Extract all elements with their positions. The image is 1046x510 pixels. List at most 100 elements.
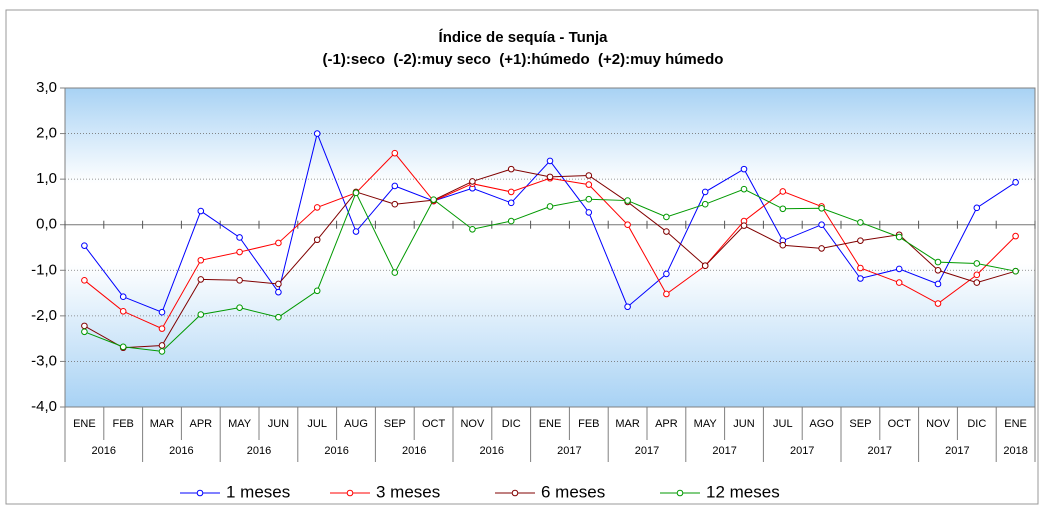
x-group-label: 2017 xyxy=(945,445,969,457)
x-tick-label: APR xyxy=(189,418,212,430)
data-point xyxy=(857,264,864,272)
x-group-label: 2016 xyxy=(480,445,504,457)
data-point xyxy=(275,313,282,321)
x-tick-label: DIC xyxy=(502,418,521,430)
data-point xyxy=(740,222,748,229)
data-point xyxy=(197,276,205,283)
x-tick-label: FEB xyxy=(112,418,133,430)
x-group-label: 2016 xyxy=(169,445,193,457)
x-group-label: 2017 xyxy=(790,445,814,457)
x-tick-label: JUL xyxy=(773,418,793,430)
data-point xyxy=(663,228,670,235)
x-tick-label: ENE xyxy=(73,418,96,430)
data-point xyxy=(236,304,243,311)
data-point xyxy=(857,237,864,244)
data-point xyxy=(119,308,127,315)
data-point xyxy=(430,196,437,203)
x-group-label: 2018 xyxy=(1003,445,1027,457)
data-point xyxy=(275,239,282,247)
data-point xyxy=(469,178,476,185)
y-tick-label: -3,0 xyxy=(31,352,57,369)
data-point xyxy=(197,311,205,318)
legend-label: 3 meses xyxy=(376,482,440,501)
x-tick-label: SEP xyxy=(384,418,406,430)
legend-label: 12 meses xyxy=(706,482,780,501)
data-point xyxy=(391,200,399,208)
data-point xyxy=(1012,232,1019,240)
data-point xyxy=(81,328,88,336)
data-point xyxy=(624,221,631,229)
data-point xyxy=(857,275,864,282)
x-tick-label: NOV xyxy=(926,418,951,430)
legend-marker xyxy=(511,489,519,497)
data-point xyxy=(546,157,554,165)
data-point xyxy=(391,182,399,190)
data-point xyxy=(236,277,243,284)
x-tick-label: DIC xyxy=(967,418,986,430)
data-point xyxy=(624,197,631,204)
x-tick-label: JUL xyxy=(307,418,327,430)
data-point xyxy=(663,270,670,278)
data-point xyxy=(895,233,903,241)
data-point xyxy=(313,287,321,295)
x-group-label: 2017 xyxy=(557,445,581,457)
data-point xyxy=(507,217,515,225)
data-point xyxy=(313,236,321,244)
legend-label: 1 meses xyxy=(226,482,290,501)
data-point xyxy=(895,265,903,273)
data-point xyxy=(81,242,88,249)
y-tick-label: -2,0 xyxy=(31,307,57,324)
x-tick-label: OCT xyxy=(888,418,912,430)
data-point xyxy=(1012,267,1019,275)
data-point xyxy=(158,348,166,355)
x-tick-label: AGO xyxy=(809,418,834,430)
x-tick-label: MAY xyxy=(228,418,252,430)
x-group-label: 2017 xyxy=(868,445,892,457)
x-tick-label: FEB xyxy=(578,418,599,430)
data-point xyxy=(546,173,554,181)
data-point xyxy=(663,213,670,221)
y-tick-label: -4,0 xyxy=(31,398,57,415)
data-point xyxy=(740,165,748,173)
data-point xyxy=(507,165,515,173)
data-point xyxy=(197,256,205,264)
x-tick-label: AUG xyxy=(344,418,368,430)
y-tick-label: 2,0 xyxy=(36,125,57,142)
data-point xyxy=(1012,179,1019,186)
x-tick-label: MAR xyxy=(150,418,175,430)
data-point xyxy=(391,149,399,157)
data-point xyxy=(934,258,942,266)
data-point xyxy=(779,241,787,249)
data-point xyxy=(546,203,554,210)
data-point xyxy=(119,293,127,301)
y-tick-label: 0,0 xyxy=(36,216,57,233)
data-point xyxy=(934,300,942,307)
x-tick-label: OCT xyxy=(422,418,446,430)
data-point xyxy=(973,271,981,279)
data-point xyxy=(973,279,981,286)
x-tick-label: MAR xyxy=(615,418,640,430)
y-tick-label: -1,0 xyxy=(31,261,57,278)
data-point xyxy=(740,185,748,193)
chart-title: Índice de sequía - Tunja xyxy=(439,29,609,46)
data-point xyxy=(585,209,593,216)
data-point xyxy=(81,277,88,284)
data-point xyxy=(973,204,981,212)
data-point xyxy=(895,279,903,286)
x-tick-label: ENE xyxy=(539,418,562,430)
x-tick-label: NOV xyxy=(460,418,485,430)
data-point xyxy=(275,280,282,288)
data-point xyxy=(779,205,787,213)
data-point xyxy=(701,200,709,208)
x-group-label: 2016 xyxy=(247,445,271,457)
x-tick-label: ENE xyxy=(1004,418,1027,430)
data-point xyxy=(663,290,670,298)
x-group-label: 2016 xyxy=(324,445,348,457)
data-point xyxy=(973,260,981,267)
data-point xyxy=(585,181,593,188)
y-tick-label: 3,0 xyxy=(36,79,57,96)
legend-label: 6 meses xyxy=(541,482,605,501)
data-point xyxy=(469,225,476,233)
legend-marker xyxy=(346,489,354,497)
